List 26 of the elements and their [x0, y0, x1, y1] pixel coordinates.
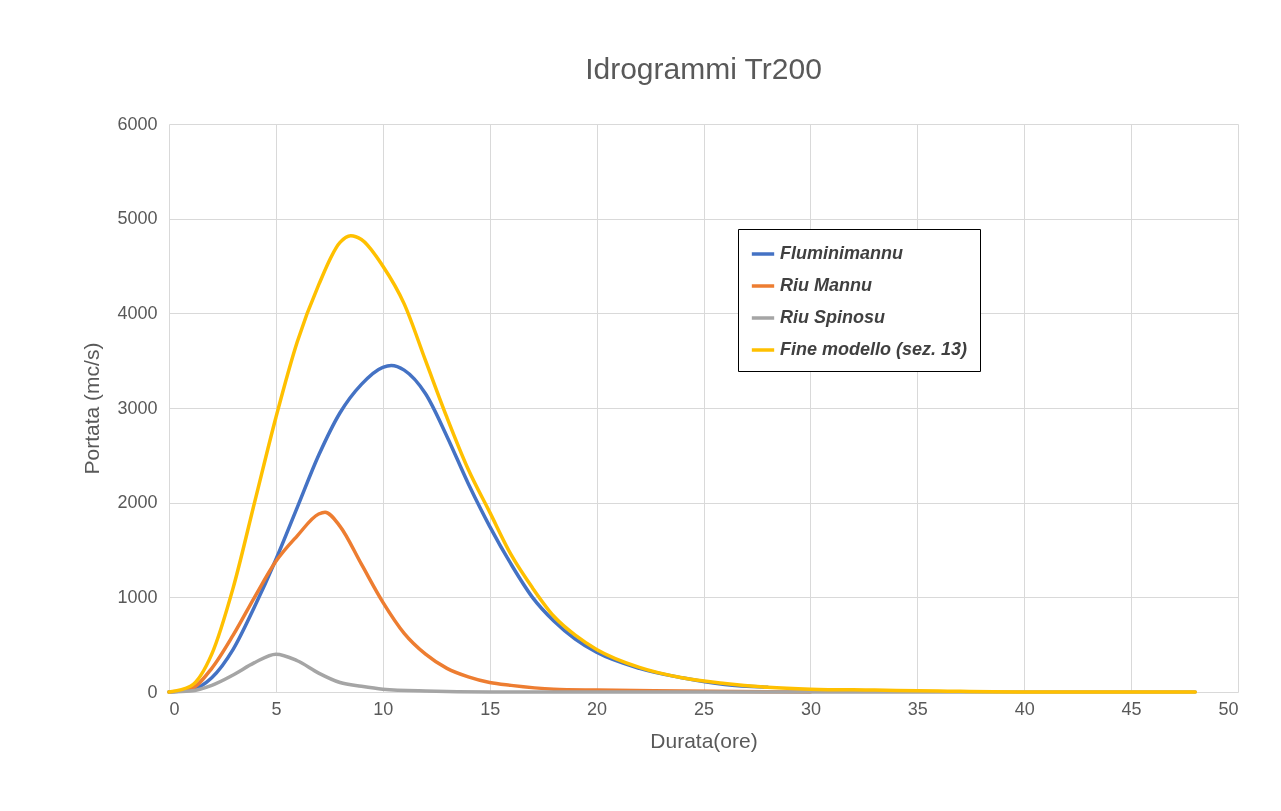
x-tick-label: 5	[271, 698, 282, 719]
line-series	[167, 233, 1197, 694]
x-tick-label: 20	[587, 698, 608, 719]
y-axis-title: Portata (mc/s)	[80, 342, 104, 475]
x-tick-label: 40	[1014, 698, 1035, 719]
y-tick-label: 0	[147, 681, 158, 702]
x-tick-label: 15	[480, 698, 501, 719]
legend-label: Fine modello (sez. 13)	[780, 339, 968, 359]
x-tick-label: 35	[907, 698, 928, 719]
x-tick-label: 0	[169, 698, 180, 719]
x-tick-label: 30	[800, 698, 821, 719]
x-tick-label: 45	[1121, 698, 1142, 719]
y-tick-label: 2000	[117, 492, 158, 513]
x-axis-title: Durata(ore)	[650, 728, 758, 752]
x-tick-label: 25	[693, 698, 715, 719]
legend-label: Riu Spinosu	[780, 307, 885, 327]
x-tick-label: 50	[1218, 698, 1239, 719]
y-tick-label: 4000	[117, 302, 158, 323]
legend-label: Fluminimannu	[780, 243, 903, 263]
y-tick-label: 1000	[117, 586, 158, 607]
y-tick-label: 6000	[117, 113, 158, 134]
y-tick-label: 5000	[117, 208, 158, 229]
x-tick-label: 10	[373, 698, 394, 719]
legend-label: Riu Mannu	[780, 275, 872, 295]
chart-title: Idrogrammi Tr200	[585, 52, 822, 85]
y-tick-label: 3000	[117, 397, 158, 418]
